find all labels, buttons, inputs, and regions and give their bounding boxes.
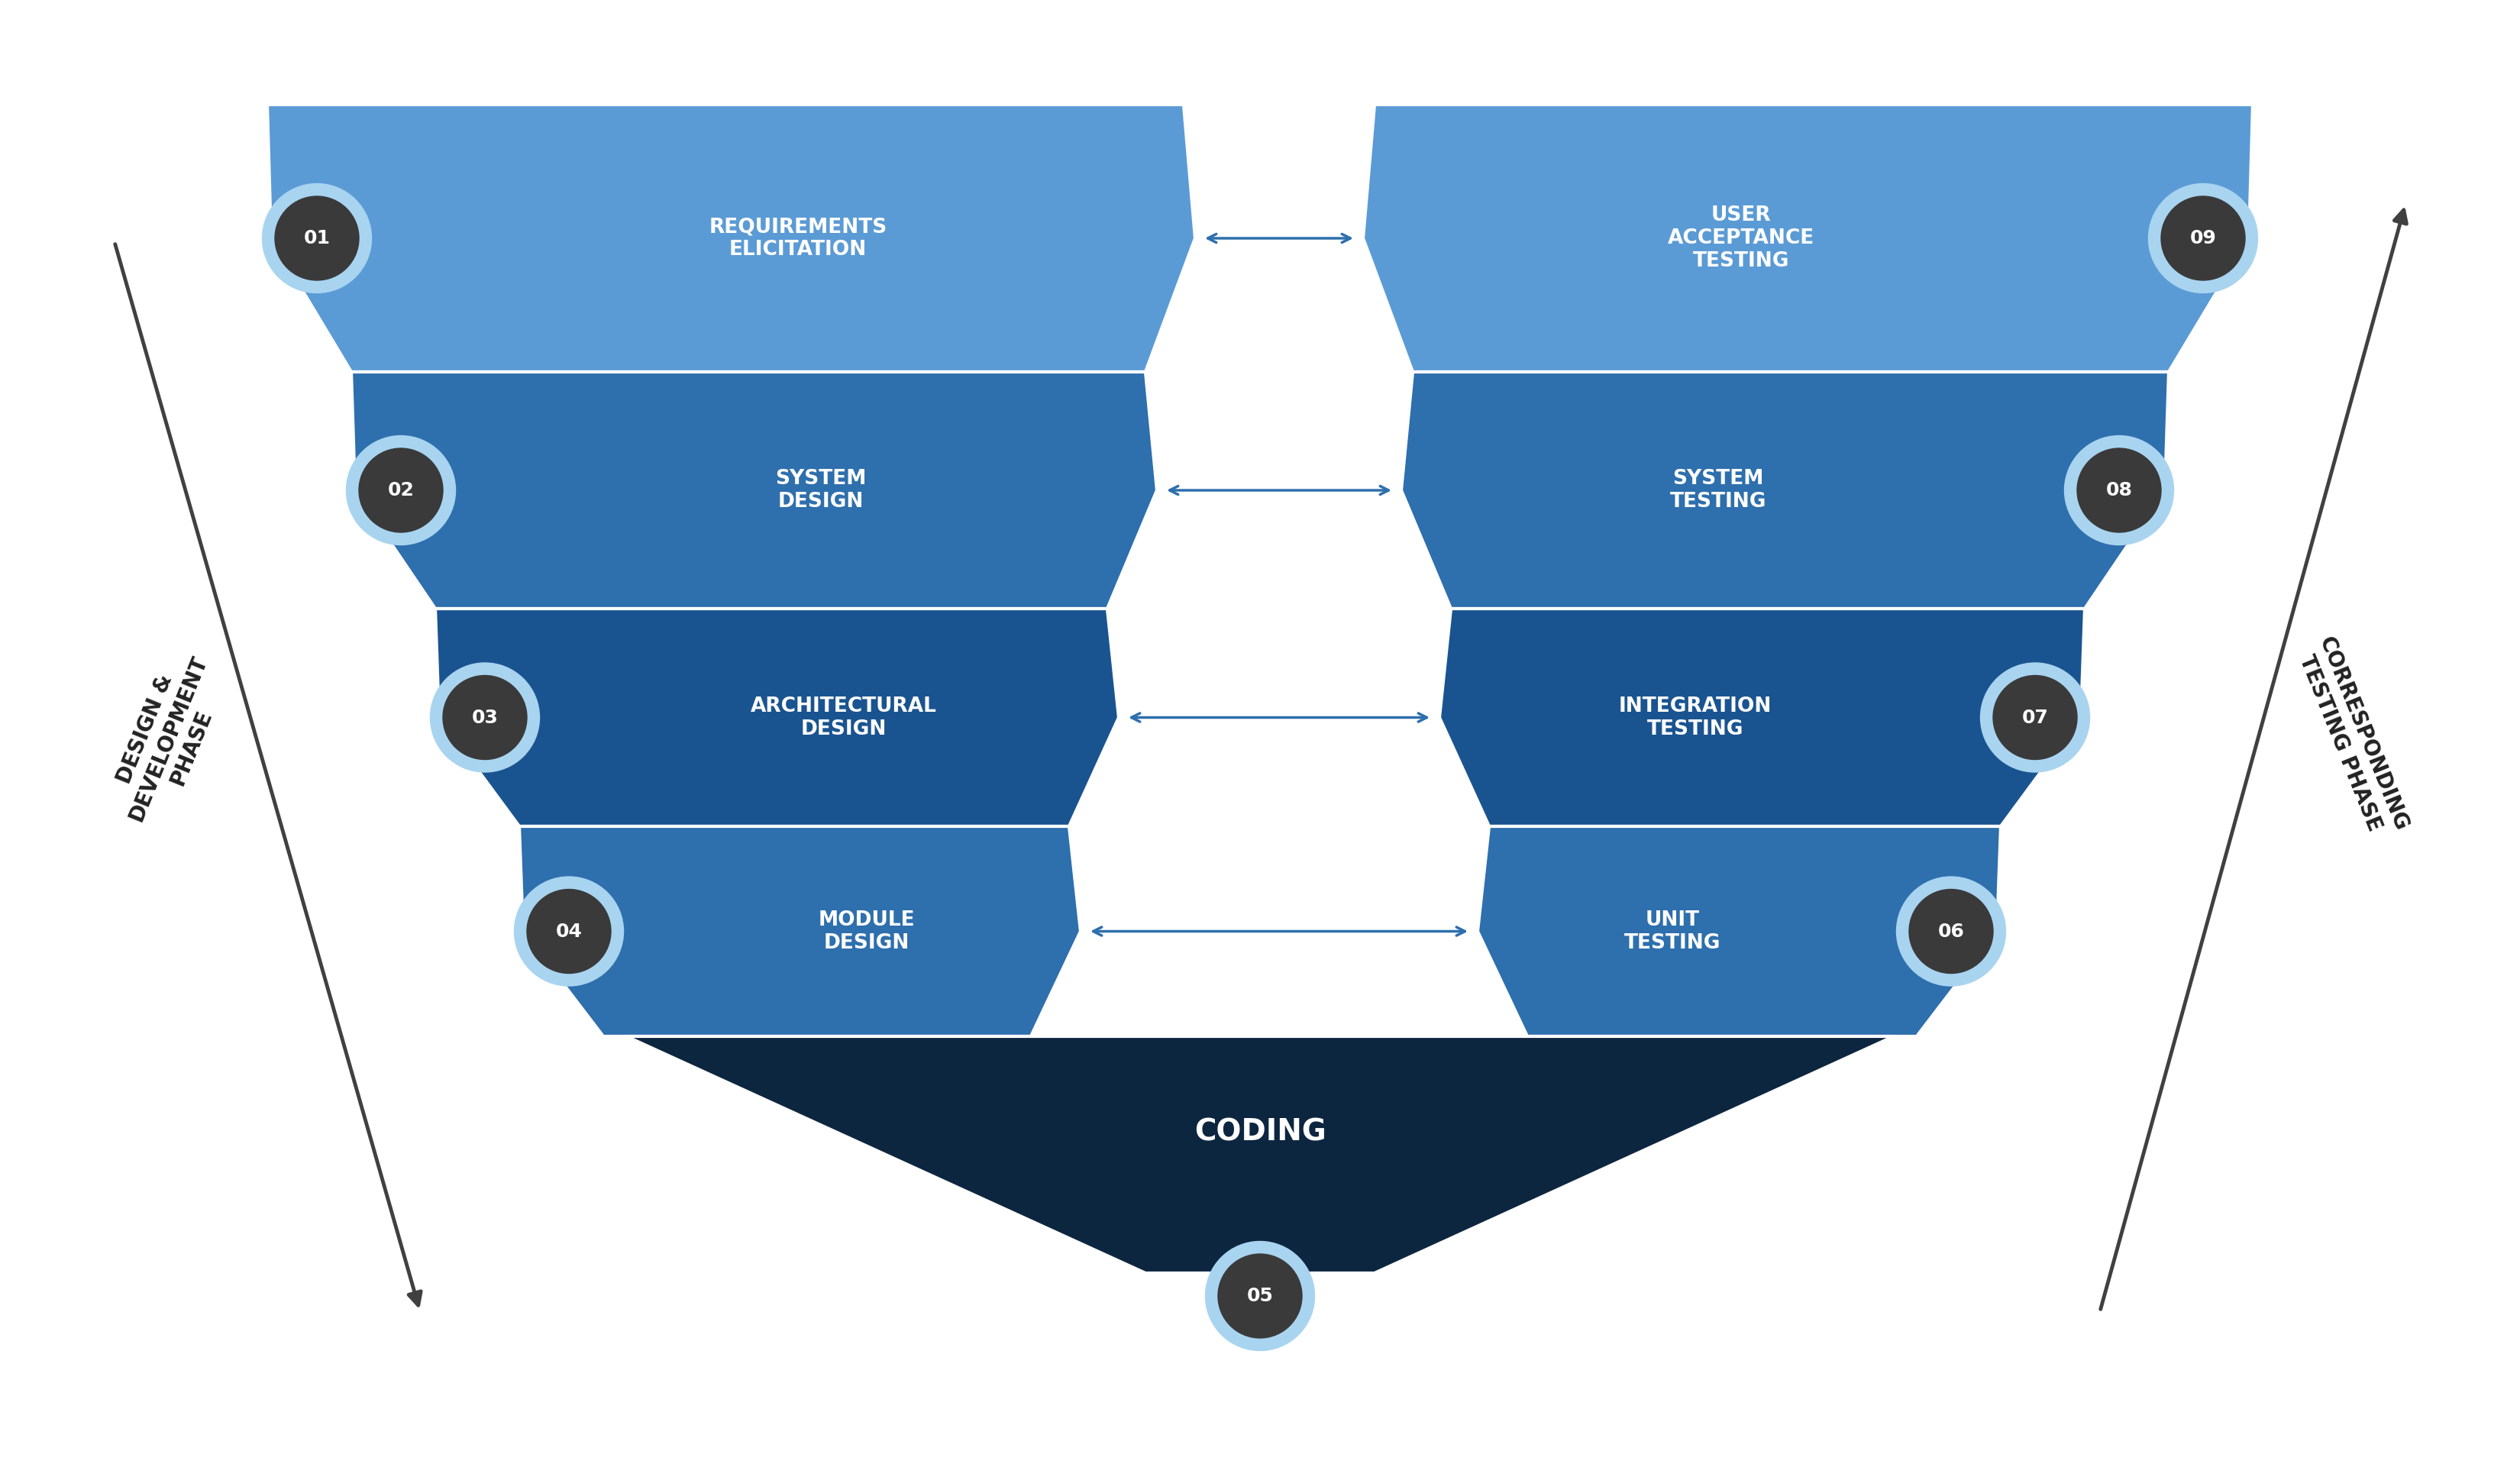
Text: UNIT
TESTING: UNIT TESTING — [1623, 911, 1721, 953]
Circle shape — [1217, 1255, 1303, 1338]
Circle shape — [2162, 196, 2245, 280]
Text: 09: 09 — [2190, 228, 2218, 247]
Polygon shape — [1439, 609, 2084, 826]
Circle shape — [2064, 436, 2175, 545]
Text: 02: 02 — [388, 482, 413, 499]
Text: SYSTEM
TESTING: SYSTEM TESTING — [1671, 468, 1767, 512]
Polygon shape — [267, 104, 1194, 372]
Circle shape — [1910, 889, 1993, 974]
Circle shape — [444, 675, 527, 760]
Text: 04: 04 — [554, 922, 582, 940]
Polygon shape — [436, 609, 1119, 826]
Circle shape — [2150, 183, 2258, 293]
Text: 01: 01 — [302, 228, 330, 247]
Polygon shape — [350, 372, 1157, 609]
Polygon shape — [1363, 104, 2253, 372]
Circle shape — [262, 183, 370, 293]
Polygon shape — [1401, 372, 2170, 609]
Circle shape — [431, 663, 539, 772]
Text: 05: 05 — [1247, 1287, 1273, 1304]
Polygon shape — [519, 826, 1081, 1037]
Text: SYSTEM
DESIGN: SYSTEM DESIGN — [776, 468, 867, 512]
Circle shape — [514, 877, 622, 985]
Circle shape — [1993, 675, 2076, 760]
Text: DESIGN &
DEVELOPMENT
PHASE: DESIGN & DEVELOPMENT PHASE — [103, 643, 234, 833]
Text: ARCHITECTURAL
DESIGN: ARCHITECTURAL DESIGN — [751, 695, 937, 739]
Circle shape — [1898, 877, 2006, 985]
Circle shape — [1981, 663, 2089, 772]
Text: 08: 08 — [2107, 482, 2132, 499]
Text: 03: 03 — [471, 709, 499, 726]
Circle shape — [358, 448, 444, 533]
Circle shape — [1205, 1241, 1315, 1351]
Text: 06: 06 — [1938, 922, 1966, 940]
Text: REQUIREMENTS
ELICITATION: REQUIREMENTS ELICITATION — [708, 217, 887, 259]
Text: CORRESPONDING
TESTING PHASE: CORRESPONDING TESTING PHASE — [2291, 634, 2412, 843]
Text: CODING: CODING — [1194, 1117, 1326, 1146]
Polygon shape — [1477, 826, 2001, 1037]
Circle shape — [275, 196, 358, 280]
Circle shape — [2076, 448, 2162, 533]
Polygon shape — [625, 1037, 1895, 1274]
Text: INTEGRATION
TESTING: INTEGRATION TESTING — [1618, 695, 1772, 739]
Text: USER
ACCEPTANCE
TESTING: USER ACCEPTANCE TESTING — [1668, 205, 1814, 271]
Circle shape — [345, 436, 456, 545]
Circle shape — [527, 889, 610, 974]
Text: 07: 07 — [2021, 709, 2049, 726]
Text: MODULE
DESIGN: MODULE DESIGN — [819, 911, 915, 953]
